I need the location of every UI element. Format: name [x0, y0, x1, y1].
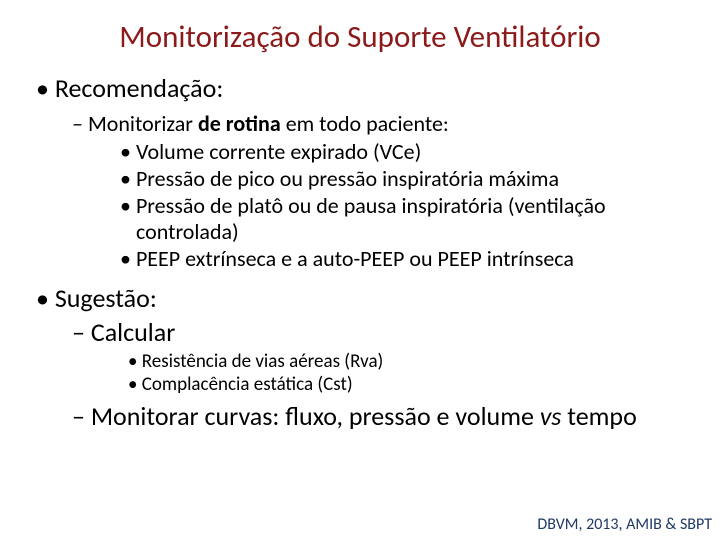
rec-item: Volume corrente expirado (VCe) [120, 139, 692, 165]
rec-intro-bold: de rotina [198, 110, 281, 137]
slide-title: Monitorização do Suporte Ventilatório [28, 18, 692, 56]
suggestion-section: Sugestão: Calcular Resistência de vias a… [28, 282, 692, 432]
footer-citation: DBVM, 2013, AMIB & SBPT [537, 515, 712, 534]
rec-item: Pressão de pico ou pressão inspiratória … [120, 166, 692, 192]
rec-item: PEEP extrínseca e a auto-PEEP ou PEEP in… [120, 246, 692, 272]
rec-intro-suffix: em todo paciente: [281, 110, 449, 137]
recommendation-section: Recomendação: Monitorizar de rotina em t… [28, 72, 692, 272]
sug-curves-prefix: Monitorar curvas: fluxo, pressão e volum… [91, 400, 540, 432]
rec-intro: Monitorizar de rotina em todo paciente: [72, 110, 692, 137]
sug-heading: Sugestão: [36, 282, 692, 314]
sug-curves-italic: vs [540, 400, 562, 432]
rec-intro-prefix: Monitorizar [88, 110, 198, 137]
rec-item: Pressão de platô ou de pausa inspiratóri… [120, 193, 692, 245]
sug-calc-item: Complacência estática (Cst) [128, 373, 692, 396]
sug-calc: Calcular [72, 316, 692, 348]
sug-curves: Monitorar curvas: fluxo, pressão e volum… [72, 402, 692, 432]
sug-calc-item: Resistência de vias aéreas (Rva) [128, 350, 692, 373]
rec-heading: Recomendação: [36, 72, 692, 104]
sug-curves-suffix: tempo [561, 400, 636, 432]
